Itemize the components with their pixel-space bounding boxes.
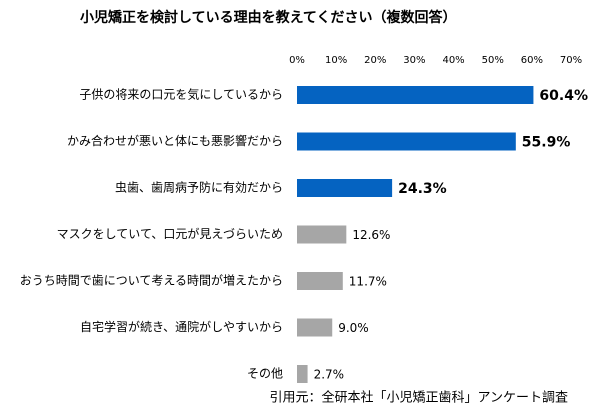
category-label: 子供の将来の口元を気にしているから xyxy=(79,87,283,102)
bar xyxy=(297,272,343,290)
x-tick-label: 30% xyxy=(403,55,425,66)
value-label: 9.0% xyxy=(338,321,369,335)
value-label: 12.6% xyxy=(352,228,390,242)
category-label: 虫歯、歯周病予防に有効だから xyxy=(115,180,283,195)
x-tick-label: 0% xyxy=(289,55,305,66)
x-tick-label: 20% xyxy=(364,55,386,66)
value-label: 55.9% xyxy=(522,135,571,151)
value-label: 60.4% xyxy=(539,88,588,104)
category-label: おうち時間で歯について考える時間が増えたから xyxy=(20,273,283,288)
bar xyxy=(297,179,393,197)
chart-title: 小児矯正を検討している理由を教えてください（複数回答） xyxy=(80,9,456,26)
x-tick-label: 40% xyxy=(442,55,464,66)
x-tick-label: 50% xyxy=(482,55,504,66)
category-label: その他 xyxy=(247,367,283,381)
category-label: かみ合わせが悪いと体にも悪影響だから xyxy=(67,133,283,148)
x-tick-label: 60% xyxy=(521,55,543,66)
bar xyxy=(297,318,333,337)
bar xyxy=(297,365,308,383)
x-tick-label: 10% xyxy=(325,55,347,66)
bar xyxy=(297,86,534,104)
value-label: 11.7% xyxy=(349,275,387,289)
source-note: 引用元：全研本社「小児矯正歯科」アンケート調査 xyxy=(270,390,568,406)
x-tick-label: 70% xyxy=(560,55,582,66)
category-label: マスクをしていて、口元が見えづらいため xyxy=(57,226,283,241)
category-label: 自宅学習が続き、通院がしやすいから xyxy=(80,319,283,334)
value-label: 24.3% xyxy=(398,181,447,197)
value-label: 2.7% xyxy=(314,368,345,382)
bar xyxy=(297,132,516,151)
bar xyxy=(297,225,347,244)
